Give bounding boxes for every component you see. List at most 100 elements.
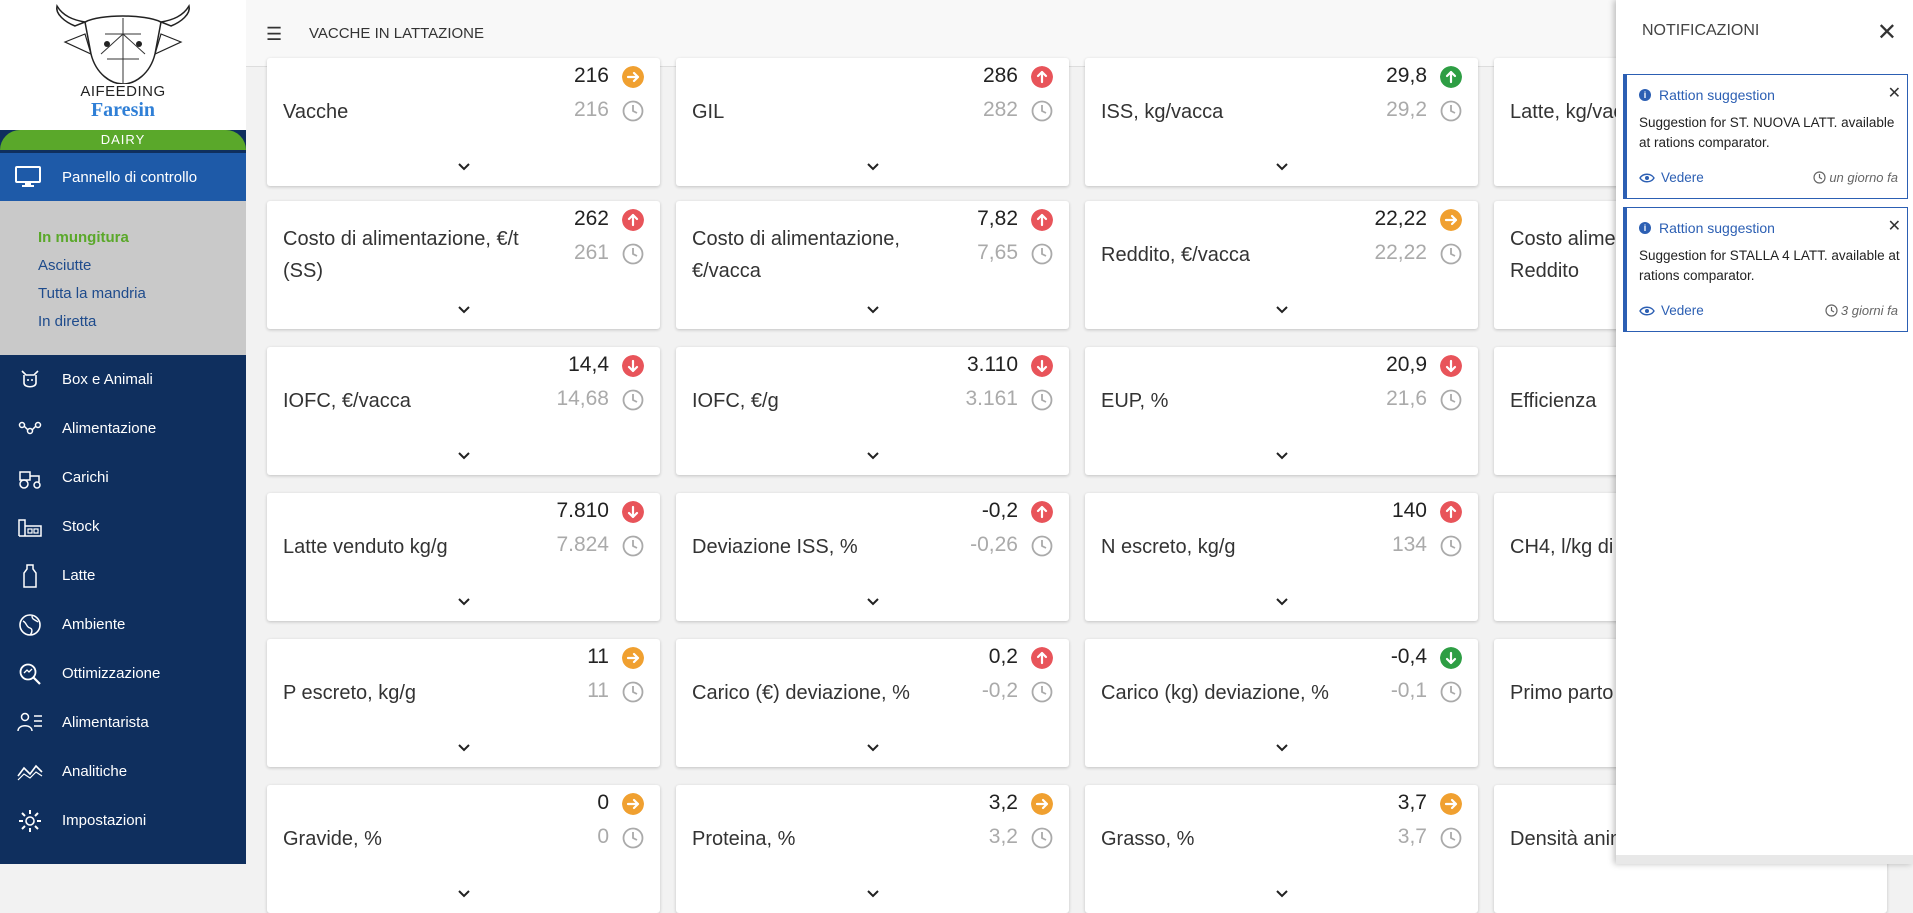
- trend-arrow-icon: [1440, 355, 1462, 377]
- sidebar-item-box-e-animali[interactable]: Box e Animali: [0, 355, 246, 404]
- kpi-value: 7.810: [556, 499, 609, 522]
- kpi-card[interactable]: EUP, % 20,9 21,6: [1085, 347, 1478, 475]
- kpi-card[interactable]: Reddito, €/vacca 22,22 22,22: [1085, 201, 1478, 329]
- kpi-card[interactable]: Carico (€) deviazione, % 0,2 -0,2: [676, 639, 1069, 767]
- clock-icon: [1825, 304, 1838, 317]
- kpi-card[interactable]: ISS, kg/vacca 29,8 29,2: [1085, 58, 1478, 186]
- kpi-value: 0,2: [988, 645, 1018, 668]
- chevron-down-icon[interactable]: [866, 451, 880, 461]
- chevron-down-icon[interactable]: [866, 162, 880, 172]
- kpi-previous-value: -0,2: [981, 679, 1018, 702]
- bottle-icon: [15, 563, 45, 588]
- chevron-down-icon[interactable]: [1275, 743, 1289, 753]
- chevron-down-icon[interactable]: [457, 743, 471, 753]
- chevron-down-icon[interactable]: [1275, 162, 1289, 172]
- kpi-value: 0: [597, 791, 609, 814]
- trend-arrow-icon: [622, 209, 644, 231]
- sidebar-item-pannello-di-controllo[interactable]: Pannello di controllo: [0, 153, 246, 201]
- kpi-card[interactable]: Carico (kg) deviazione, % -0,4 -0,1: [1085, 639, 1478, 767]
- kpi-previous-value: 3.161: [965, 387, 1018, 410]
- kpi-card[interactable]: Vacche 216 216: [267, 58, 660, 186]
- warehouse-icon: [15, 516, 45, 538]
- trend-arrow-icon: [1440, 793, 1462, 815]
- kpi-previous-value: 7.824: [556, 533, 609, 556]
- kpi-card[interactable]: Costo di alimentazione, €/t (SS) 262 261: [267, 201, 660, 329]
- kpi-card[interactable]: Gravide, % 0 0: [267, 785, 660, 913]
- kpi-card[interactable]: Proteina, % 3,2 3,2: [676, 785, 1069, 913]
- kpi-card[interactable]: Latte venduto kg/g 7.810 7.824: [267, 493, 660, 621]
- chevron-down-icon[interactable]: [1275, 451, 1289, 461]
- sidebar-item-carichi[interactable]: Carichi: [0, 453, 246, 502]
- chevron-down-icon[interactable]: [457, 305, 471, 315]
- clock-icon: [1031, 100, 1053, 122]
- clock-icon: [1031, 681, 1053, 703]
- submenu-asciutte[interactable]: Asciutte: [38, 257, 92, 274]
- trend-arrow-icon: [1031, 501, 1053, 523]
- sidebar-item-label: Analitiche: [62, 763, 128, 780]
- chevron-down-icon[interactable]: [1275, 597, 1289, 607]
- chevron-down-icon[interactable]: [457, 889, 471, 899]
- sidebar-item-label: Ambiente: [62, 616, 126, 633]
- kpi-previous-value: 261: [573, 241, 609, 264]
- kpi-label: Costo di alimentazione, €/vacca: [692, 228, 900, 282]
- menu-icon[interactable]: ☰: [266, 24, 283, 44]
- chevron-down-icon[interactable]: [866, 889, 880, 899]
- chevron-down-icon[interactable]: [457, 162, 471, 172]
- submenu-tutta-la-mandria[interactable]: Tutta la mandria: [38, 285, 146, 302]
- close-icon[interactable]: ✕: [1876, 19, 1897, 46]
- view-button[interactable]: Vedere: [1639, 170, 1704, 185]
- nodes-icon: [15, 419, 45, 439]
- view-button[interactable]: Vedere: [1639, 303, 1704, 318]
- sidebar-item-label: Box e Animali: [62, 371, 153, 388]
- clock-icon: [1440, 389, 1462, 411]
- notification-time: 3 giorni fa: [1825, 303, 1898, 318]
- sidebar-item-ottimizzazione[interactable]: Ottimizzazione: [0, 649, 246, 698]
- kpi-previous-value: 22,22: [1374, 241, 1427, 264]
- kpi-previous-value: 3,2: [988, 825, 1018, 848]
- chevron-down-icon[interactable]: [457, 597, 471, 607]
- kpi-card[interactable]: Grasso, % 3,7 3,7: [1085, 785, 1478, 913]
- sidebar-item-label: Pannello di controllo: [62, 168, 198, 186]
- globe-icon: [15, 613, 45, 637]
- sidebar-item-stock[interactable]: Stock: [0, 502, 246, 551]
- sidebar-item-alimentazione[interactable]: Alimentazione: [0, 404, 246, 453]
- trend-arrow-icon: [1031, 66, 1053, 88]
- notification-time: un giorno fa: [1813, 170, 1898, 185]
- sidebar-item-label: Stock: [62, 518, 100, 535]
- chevron-down-icon[interactable]: [866, 597, 880, 607]
- sidebar-item-analitiche[interactable]: Analitiche: [0, 747, 246, 796]
- kpi-label: Deviazione ISS, %: [692, 536, 858, 558]
- kpi-card[interactable]: P escreto, kg/g 11 11: [267, 639, 660, 767]
- kpi-card[interactable]: N escreto, kg/g 140 134: [1085, 493, 1478, 621]
- dismiss-icon[interactable]: ✕: [1887, 218, 1901, 235]
- chevron-down-icon[interactable]: [1275, 889, 1289, 899]
- kpi-card[interactable]: IOFC, €/g 3.110 3.161: [676, 347, 1069, 475]
- sidebar: AIFEEDING Faresin DAIRY Pannello di cont…: [0, 0, 246, 864]
- sidebar-item-alimentarista[interactable]: Alimentarista: [0, 698, 246, 747]
- kpi-label: Latte, kg/vacca: [1510, 101, 1645, 123]
- kpi-card[interactable]: Costo di alimentazione, €/vacca 7,82 7,65: [676, 201, 1069, 329]
- chevron-down-icon[interactable]: [866, 305, 880, 315]
- submenu-in-mungitura[interactable]: In mungitura: [38, 229, 129, 246]
- submenu-in-diretta[interactable]: In diretta: [38, 313, 97, 330]
- eye-icon: [1639, 173, 1655, 182]
- notification-title-text: Rattion suggestion: [1659, 87, 1775, 103]
- notification-time-text: un giorno fa: [1829, 170, 1898, 185]
- sidebar-item-latte[interactable]: Latte: [0, 551, 246, 600]
- kpi-card[interactable]: GIL 286 282: [676, 58, 1069, 186]
- kpi-value: 140: [1391, 499, 1427, 522]
- kpi-card[interactable]: IOFC, €/vacca 14,4 14,68: [267, 347, 660, 475]
- sidebar-item-ambiente[interactable]: Ambiente: [0, 600, 246, 649]
- chevron-down-icon[interactable]: [866, 743, 880, 753]
- kpi-label: EUP, %: [1101, 390, 1169, 412]
- chevron-down-icon[interactable]: [457, 451, 471, 461]
- kpi-value: 7,82: [977, 207, 1018, 230]
- chevron-down-icon[interactable]: [1275, 305, 1289, 315]
- dismiss-icon[interactable]: ✕: [1887, 85, 1901, 102]
- kpi-card[interactable]: Deviazione ISS, % -0,2 -0,26: [676, 493, 1069, 621]
- trend-arrow-icon: [622, 66, 644, 88]
- sidebar-item-impostazioni[interactable]: Impostazioni: [0, 796, 246, 845]
- horizontal-scrollbar[interactable]: [1616, 855, 1913, 864]
- info-icon: i: [1639, 89, 1651, 101]
- kpi-value: -0,2: [981, 499, 1018, 522]
